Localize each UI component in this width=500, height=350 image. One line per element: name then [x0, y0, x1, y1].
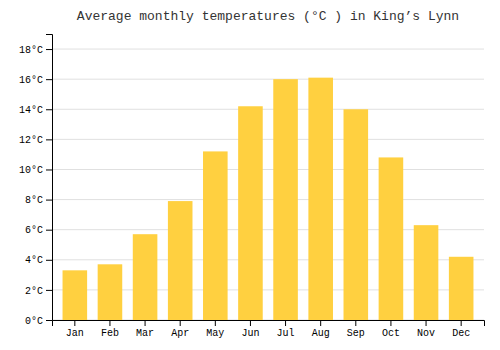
x-tick-mark [74, 320, 75, 326]
x-tick-mark [180, 320, 181, 326]
x-tick: Apr [171, 320, 189, 339]
x-tick-label: Jun [241, 328, 259, 339]
x-tick-label: Aug [312, 328, 330, 339]
x-tick-mark [145, 320, 146, 326]
x-tick: Jul [277, 320, 295, 339]
bar [238, 106, 263, 320]
x-tick-label: Mar [136, 328, 154, 339]
title: Average monthly temperatures (°C ) in Ki… [77, 9, 459, 24]
y-tick-label: 4°C [25, 255, 43, 266]
x-tick: Sep [347, 320, 365, 339]
y-tick: 14°C [19, 105, 52, 116]
x-tick: Feb [101, 320, 119, 339]
y-tick-label: 18°C [19, 45, 43, 56]
y-tick-mark [46, 290, 52, 291]
bar [98, 264, 123, 320]
grid-line [52, 199, 484, 200]
bar [168, 201, 193, 320]
x-tick-label: Feb [101, 328, 119, 339]
x-tick: Nov [417, 320, 435, 339]
y-tick-label: 0°C [25, 316, 43, 327]
bar [379, 157, 404, 320]
y-tick-mark [46, 49, 52, 50]
bar [133, 234, 158, 320]
y-tick: 4°C [25, 255, 52, 266]
y-tick-label: 10°C [19, 165, 43, 176]
y-tick-label: 8°C [25, 195, 43, 206]
x-tick: Aug [312, 320, 330, 339]
x-tick-label: Sep [347, 328, 365, 339]
y-tick-label: 16°C [19, 75, 43, 86]
y-tick-label: 12°C [19, 135, 43, 146]
bar [344, 109, 369, 320]
x-axis: Jan Feb Mar Apr May Jun Jul Aug Sep Oct Nov Dec [53, 320, 485, 339]
x-tick-label: Oct [382, 328, 400, 339]
y-tick: 12°C [19, 135, 52, 146]
grid-line [52, 109, 484, 110]
bar [414, 225, 439, 320]
y-tick: 6°C [25, 225, 52, 236]
y-tick: 18°C [19, 45, 52, 56]
y-tick-mark [46, 109, 52, 110]
bar [308, 78, 333, 320]
y-tick-mark [46, 79, 52, 80]
y-tick-mark [46, 169, 52, 170]
x-tick-label: Dec [452, 328, 470, 339]
y-tick: 10°C [19, 165, 52, 176]
bars [63, 78, 474, 320]
y-axis-line [46, 35, 53, 321]
y-tick-mark [46, 260, 52, 261]
y-tick-mark [46, 200, 52, 201]
y-axis: 0°C 2°C 4°C 6°C 8°C 10°C 12°C 14°C 16°C 18°C [19, 35, 53, 327]
y-tick: 16°C [19, 75, 52, 86]
bar [203, 151, 228, 320]
x-axis-line [53, 321, 485, 327]
x-tick: Mar [136, 320, 154, 339]
x-tick-mark [285, 320, 286, 326]
y-tick: 0°C [25, 316, 52, 327]
chart: Jan Feb Mar Apr May Jun Jul Aug Sep Oct Nov Dec 0°C 2… [0, 0, 500, 350]
x-tick-mark [109, 320, 110, 326]
grid-line [52, 49, 484, 50]
x-tick-mark [320, 320, 321, 326]
y-tick-mark [46, 320, 52, 321]
x-tick: Jun [241, 320, 259, 339]
x-tick-label: May [206, 328, 224, 339]
x-tick: Dec [452, 320, 470, 339]
x-tick-mark [215, 320, 216, 326]
x-tick-mark [426, 320, 427, 326]
y-tick-label: 2°C [25, 286, 43, 297]
y-tick-mark [46, 139, 52, 140]
y-tick-label: 14°C [19, 105, 43, 116]
x-tick-mark [390, 320, 391, 326]
bar [449, 257, 474, 320]
x-tick: May [206, 320, 224, 339]
plot: Jan Feb Mar Apr May Jun Jul Aug Sep Oct Nov Dec 0°C 2… [19, 35, 485, 340]
grid-line [52, 169, 484, 170]
x-tick-label: Nov [417, 328, 435, 339]
grid-line [52, 79, 484, 80]
x-tick-label: Apr [171, 328, 189, 339]
bar [273, 79, 298, 320]
y-tick-mark [46, 230, 52, 231]
grid-line [52, 139, 484, 140]
x-tick-mark [461, 320, 462, 326]
x-tick-label: Jul [277, 328, 295, 339]
y-tick: 8°C [25, 195, 52, 206]
x-tick-mark [250, 320, 251, 326]
x-tick-label: Jan [66, 328, 84, 339]
grid [52, 49, 484, 320]
x-tick: Oct [382, 320, 400, 339]
bar [63, 270, 88, 320]
y-tick-label: 6°C [25, 225, 43, 236]
y-tick: 2°C [25, 286, 52, 297]
x-tick-mark [355, 320, 356, 326]
x-tick: Jan [66, 320, 84, 339]
